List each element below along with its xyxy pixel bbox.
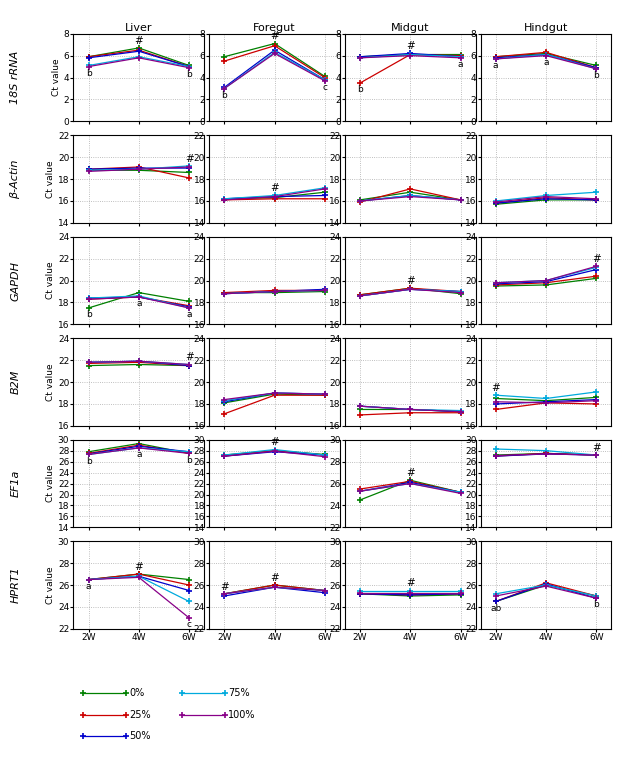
- Text: 50%: 50%: [130, 731, 151, 741]
- Text: #: #: [592, 254, 601, 264]
- Text: EF1a: EF1a: [10, 470, 20, 497]
- Text: #: #: [270, 31, 279, 41]
- Text: b: b: [86, 457, 91, 466]
- Text: #: #: [135, 562, 143, 572]
- Text: 100%: 100%: [228, 709, 256, 720]
- Text: #: #: [270, 437, 279, 447]
- Text: #: #: [592, 443, 601, 453]
- Text: c: c: [322, 83, 328, 92]
- Text: 25%: 25%: [130, 709, 151, 720]
- Text: b: b: [86, 310, 91, 319]
- Text: a: a: [86, 581, 91, 591]
- Text: 18S rRNA: 18S rRNA: [10, 51, 20, 104]
- Text: b: b: [222, 90, 227, 100]
- Text: B2M: B2M: [10, 370, 20, 394]
- Text: b: b: [357, 85, 363, 94]
- Title: Hindgut: Hindgut: [524, 23, 568, 33]
- Text: β-Actin: β-Actin: [10, 159, 20, 198]
- Text: #: #: [184, 352, 194, 362]
- Text: a: a: [544, 57, 549, 67]
- Text: 0%: 0%: [130, 688, 145, 699]
- Text: #: #: [270, 183, 279, 193]
- Text: a: a: [136, 450, 141, 459]
- Y-axis label: Ct value: Ct value: [46, 465, 55, 502]
- Title: Foregut: Foregut: [253, 23, 296, 33]
- Text: a: a: [493, 61, 499, 70]
- Text: a: a: [186, 310, 192, 319]
- Text: #: #: [491, 383, 500, 393]
- Text: GAPDH: GAPDH: [10, 260, 20, 300]
- Text: 75%: 75%: [228, 688, 250, 699]
- Y-axis label: Ct value: Ct value: [52, 59, 60, 97]
- Text: HPRT1: HPRT1: [10, 567, 20, 604]
- Text: ab: ab: [490, 604, 502, 613]
- Text: #: #: [220, 581, 229, 591]
- Text: b: b: [186, 70, 192, 79]
- Y-axis label: Ct value: Ct value: [46, 566, 55, 604]
- Y-axis label: Ct value: Ct value: [46, 363, 55, 401]
- Title: Midgut: Midgut: [391, 23, 429, 33]
- Text: #: #: [135, 36, 143, 46]
- Text: b: b: [186, 456, 192, 465]
- Text: b: b: [594, 71, 599, 80]
- Text: a: a: [458, 60, 463, 69]
- Text: b: b: [86, 69, 91, 78]
- Text: c: c: [186, 620, 192, 629]
- Text: #: #: [406, 468, 415, 478]
- Text: #: #: [184, 154, 194, 164]
- Title: Liver: Liver: [125, 23, 152, 33]
- Y-axis label: Ct value: Ct value: [46, 262, 55, 300]
- Text: b: b: [594, 601, 599, 610]
- Text: #: #: [406, 276, 415, 286]
- Text: #: #: [406, 578, 415, 588]
- Text: #: #: [406, 41, 415, 51]
- Text: a: a: [136, 300, 141, 308]
- Y-axis label: Ct value: Ct value: [46, 160, 55, 198]
- Text: #: #: [270, 573, 279, 583]
